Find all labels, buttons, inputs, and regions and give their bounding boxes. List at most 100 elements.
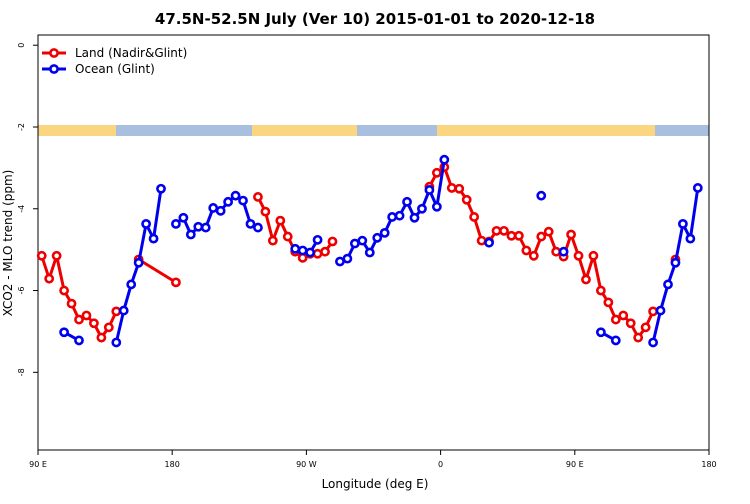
series-point <box>566 229 576 240</box>
series-point <box>610 314 621 325</box>
legend: Land (Nadir&Glint) Ocean (Glint) <box>42 46 187 76</box>
y-tick-label: -4 <box>17 205 26 213</box>
series-point <box>402 196 412 207</box>
series-point <box>223 196 234 207</box>
series-point <box>275 215 286 226</box>
series-point <box>156 183 166 194</box>
series-point <box>36 250 47 261</box>
series-point <box>327 236 338 247</box>
series-point <box>595 327 606 338</box>
series-point <box>282 231 293 242</box>
series-point <box>342 253 353 264</box>
series-point <box>111 306 122 317</box>
series-point <box>335 256 345 267</box>
series-point <box>528 250 539 261</box>
series-point <box>260 206 271 217</box>
y-axis-label: XCO2 - MLO trend (ppm) <box>1 170 15 317</box>
series-point <box>372 232 383 243</box>
series-point <box>81 310 92 321</box>
series-point <box>499 225 509 236</box>
series-point <box>484 237 494 248</box>
y-tick-label: 0 <box>17 43 26 48</box>
series-point <box>312 248 323 259</box>
series-point <box>59 285 69 296</box>
series-point <box>409 212 420 223</box>
land-band <box>252 125 357 136</box>
series-point <box>551 246 562 257</box>
series-point <box>118 305 129 316</box>
series-point <box>648 337 658 348</box>
series-line <box>137 258 177 284</box>
series-point <box>253 222 263 233</box>
series-point <box>133 257 144 268</box>
series-point <box>364 247 375 258</box>
series-point <box>610 335 621 346</box>
series-point <box>267 235 278 246</box>
series-point <box>200 222 211 233</box>
x-tick-label: 90 E <box>29 460 47 469</box>
series-point <box>51 250 62 261</box>
series-point <box>685 233 696 244</box>
series-point <box>417 203 427 214</box>
series-point <box>394 210 405 221</box>
y-tick-label: -8 <box>17 368 26 376</box>
series-point <box>640 322 651 333</box>
legend-marker <box>49 48 59 58</box>
series-point <box>297 245 308 256</box>
series-point <box>663 279 673 290</box>
series-point <box>66 298 77 309</box>
series-point <box>558 246 569 257</box>
series-point <box>171 218 181 229</box>
series-point <box>588 250 599 261</box>
ocean-band <box>357 125 437 136</box>
series-point <box>387 212 398 222</box>
series-point <box>59 327 69 338</box>
series-point <box>491 225 502 236</box>
series-point <box>357 235 368 246</box>
legend-marker <box>49 64 59 74</box>
series-point <box>678 218 688 229</box>
series-point <box>439 154 450 165</box>
series-point <box>141 218 152 229</box>
series-point <box>625 318 636 329</box>
x-axis-label: Longitude (deg E) <box>322 477 429 491</box>
land-band <box>437 125 655 136</box>
series-point <box>111 337 122 348</box>
series-point <box>543 226 554 237</box>
series-point <box>692 183 703 193</box>
series-point <box>148 233 159 244</box>
series-point <box>506 230 517 241</box>
series-point <box>573 250 584 261</box>
series-point <box>454 183 465 194</box>
surface-band <box>38 125 709 136</box>
x-tick-label: 90 W <box>296 460 317 469</box>
series-point <box>178 212 189 223</box>
series-point <box>424 185 435 195</box>
series-point <box>208 203 219 213</box>
legend-label: Ocean (Glint) <box>75 62 155 76</box>
series-point <box>96 332 107 343</box>
series-point <box>476 235 487 246</box>
series-point <box>648 306 658 317</box>
series-point <box>126 279 137 290</box>
series-point <box>89 318 99 329</box>
legend-label: Land (Nadir&Glint) <box>75 46 187 60</box>
ocean-band <box>655 125 709 136</box>
series-point <box>633 332 644 343</box>
series-point <box>245 218 256 229</box>
x-tick-label: 180 <box>165 460 180 469</box>
series-point <box>521 245 532 256</box>
land-band <box>38 125 116 136</box>
series-point <box>581 274 591 285</box>
plot-frame <box>37 34 710 451</box>
series-point <box>171 277 181 288</box>
series-point <box>655 305 666 316</box>
series-point <box>349 238 360 249</box>
series-point <box>618 310 629 321</box>
series-point <box>44 273 55 284</box>
series-point <box>74 314 84 325</box>
series-point <box>536 190 547 201</box>
y-tick-label: -6 <box>17 287 26 295</box>
series-point <box>312 234 323 245</box>
